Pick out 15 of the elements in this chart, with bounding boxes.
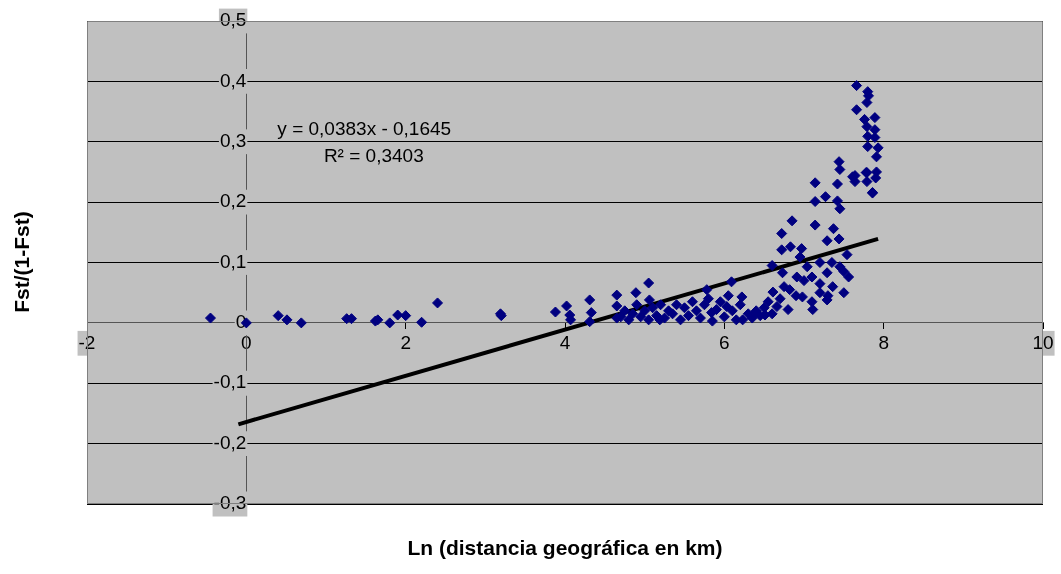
y-tick-label: 0,1 [219,250,247,272]
y-tick-label: -0,1 [213,371,247,393]
x-tick-label: 10 [1032,331,1054,353]
y-tick-label: 0,4 [219,69,247,91]
y-tick-label: -0,2 [213,431,247,453]
x-tick-label: 2 [400,331,411,353]
x-tick-label: 6 [719,331,730,353]
x-tick-label: 8 [878,331,889,353]
annotation: R² = 0,3403 [323,144,424,166]
y-tick-label: 0,2 [219,190,247,212]
annotation: y = 0,0383x - 0,1645 [277,117,452,139]
y-axis-title: Fst/(1-Fst) [10,211,34,313]
x-axis-title: Ln (distancia geográfica en km) [406,536,724,560]
x-tick-label: 4 [559,331,571,353]
y-tick-label: 0,3 [219,129,247,151]
